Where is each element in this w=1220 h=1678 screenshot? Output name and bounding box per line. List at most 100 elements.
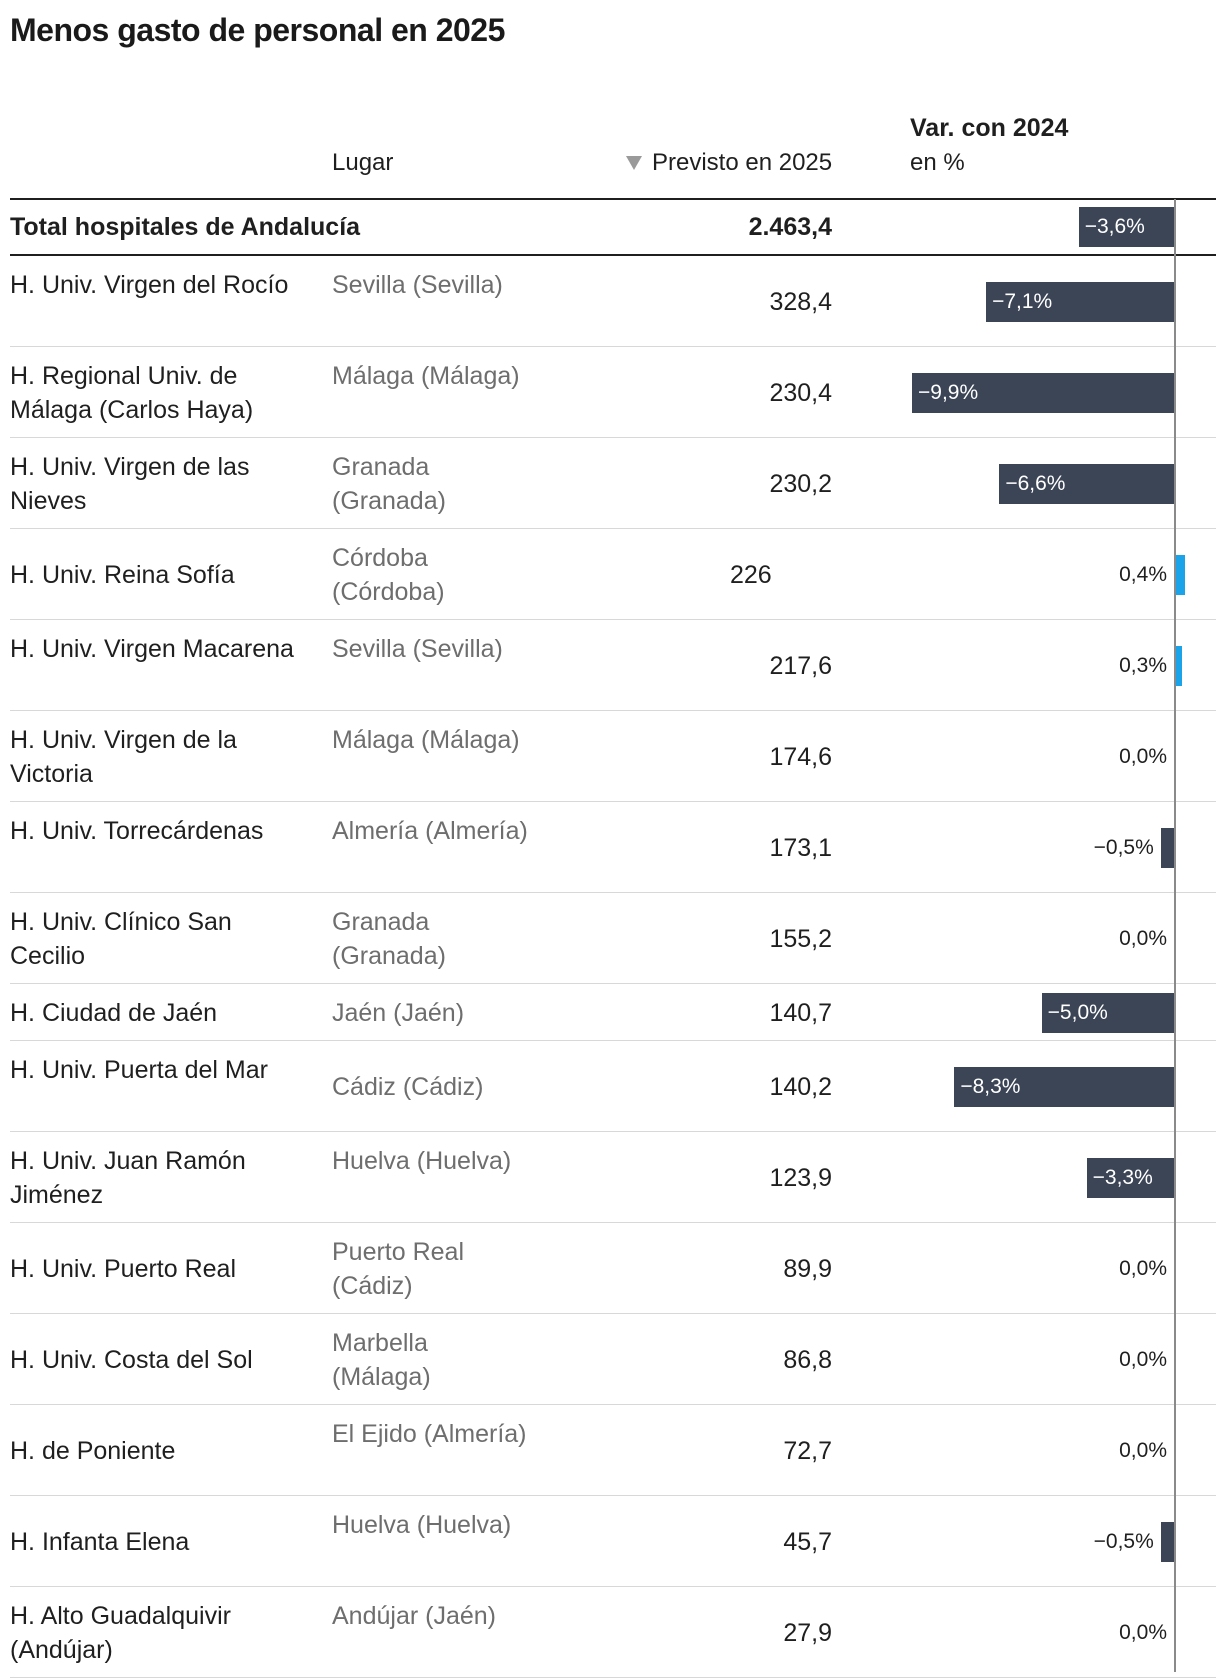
hospital-name: H. Ciudad de Jaén: [10, 998, 218, 1027]
sort-descending-icon[interactable]: [626, 156, 642, 170]
planned-value: 45,7: [783, 1527, 832, 1556]
planned-value: 328,4: [769, 287, 832, 316]
header-value[interactable]: Previsto en 2025: [652, 149, 833, 176]
hospital-name: H. Univ. Torrecárdenas: [10, 816, 264, 845]
hospital-name: H. Infanta Elena: [10, 1527, 190, 1556]
table-row: H. Univ. Reina Sofía Córdoba (Córdoba) 226: [10, 529, 1216, 620]
change-label: −8,3%: [960, 1074, 1021, 1098]
change-bar-negative: [1160, 1521, 1174, 1562]
table-row: H. Univ. Puerto Real Puerto Real (Cádiz) 8…: [10, 1223, 1216, 1314]
row-separator: [10, 801, 1216, 802]
hospital-place: Almería (Almería): [332, 816, 528, 845]
hospital-name: H. de Poniente: [10, 1436, 176, 1465]
planned-value: 230,4: [769, 378, 832, 407]
planned-value: 217,6: [769, 651, 832, 680]
hospital-name: H. Univ. Virgen del Rocío: [10, 270, 289, 299]
planned-value: 27,9: [783, 1618, 832, 1647]
change-label: 0,0%: [1119, 1620, 1167, 1644]
hospital-place: Huelva (Huelva): [332, 1146, 512, 1175]
planned-value: 226: [730, 560, 772, 589]
table-row: H. de Poniente El Ejido (Almería) 72,7: [10, 1405, 1216, 1496]
planned-value: 140,2: [769, 1072, 832, 1101]
hospital-place: Huelva (Huelva): [332, 1510, 512, 1539]
hospital-name: H. Regional Univ. de Málaga (Carlos Haya…: [10, 361, 254, 424]
hospital-name: H. Univ. Reina Sofía: [10, 560, 235, 589]
zero-axis: [1174, 199, 1176, 1672]
row-separator: [10, 437, 1216, 438]
row-separator: [10, 1313, 1216, 1314]
table-row: H. Regional Univ. de Málaga (Carlos Haya…: [10, 347, 1216, 438]
change-bar-negative: [912, 372, 1174, 413]
change-bar-negative: [1078, 207, 1174, 247]
row-separator: [10, 1495, 1216, 1496]
planned-value: 155,2: [769, 924, 832, 953]
change-label: −0,5%: [1093, 1529, 1154, 1553]
hospital-name: H. Univ. Virgen de la Victoria: [10, 725, 237, 788]
hospital-place: Cádiz (Cádiz): [332, 1072, 484, 1101]
hospital-place: Sevilla (Sevilla): [332, 270, 503, 299]
hospital-place: El Ejido (Almería): [332, 1419, 527, 1448]
change-label: −5,0%: [1047, 1000, 1108, 1024]
hospital-place: Jaén (Jaén): [332, 998, 465, 1027]
change-label: −3,6%: [1084, 215, 1145, 238]
hospital-name: H. Univ. Virgen de las Nieves: [10, 452, 250, 515]
row-separator: [10, 892, 1216, 893]
hospital-name: H. Univ. Virgen Macarena: [10, 634, 294, 663]
row-separator: [10, 1586, 1216, 1587]
planned-value: 72,7: [783, 1436, 832, 1465]
change-bar-positive: [1174, 645, 1182, 686]
hospital-place: Marbella (Málaga): [332, 1328, 431, 1391]
table-row: H. Alto Guadalquivir (Andújar) Andújar (J…: [10, 1587, 1216, 1678]
hospital-place: Málaga (Málaga): [332, 361, 520, 390]
total-name: Total hospitales de Andalucía: [10, 213, 361, 241]
hospital-name: H. Univ. Puerto Real: [10, 1254, 237, 1283]
hospital-name: H. Univ. Clínico San Cecilio: [10, 907, 232, 970]
table-row: H. Univ. Juan Ramón Jiménez Huelva (Huelv…: [10, 1132, 1216, 1223]
change-label: −6,6%: [1005, 471, 1066, 495]
hospital-name: H. Univ. Puerta del Mar: [10, 1055, 268, 1084]
change-bar-negative: [1160, 827, 1174, 868]
planned-value: 86,8: [783, 1345, 832, 1374]
planned-value: 140,7: [769, 998, 832, 1027]
planned-value: 173,1: [769, 833, 832, 862]
row-separator: [10, 1404, 1216, 1405]
table-row: H. Univ. Clínico San Cecilio Granada (Gra…: [10, 893, 1216, 984]
hospital-name: H. Univ. Costa del Sol: [10, 1345, 253, 1374]
change-label: 0,4%: [1119, 562, 1167, 586]
change-bar-negative: [986, 281, 1174, 322]
header-change-title: Var. con 2024: [910, 114, 1069, 142]
hospital-place: Sevilla (Sevilla): [332, 634, 503, 663]
change-label: 0,0%: [1119, 1256, 1167, 1280]
total-rule: [10, 254, 1216, 256]
row-separator: [10, 1131, 1216, 1132]
change-label: −3,3%: [1092, 1165, 1153, 1189]
table-row: H. Univ. Virgen de las Nieves Granada (Gr…: [10, 438, 1216, 529]
change-bar-negative: [999, 463, 1174, 504]
table-row: H. Univ. Virgen Macarena Sevilla (Sevilla…: [10, 620, 1216, 711]
change-label: 0,0%: [1119, 926, 1167, 950]
row-separator: [10, 710, 1216, 711]
planned-value: 174,6: [769, 742, 832, 771]
chart-title: Menos gasto de personal en 2025: [10, 12, 505, 48]
change-bar-negative: [1086, 1157, 1174, 1198]
header-place: Lugar: [332, 149, 394, 176]
planned-value: 89,9: [783, 1254, 832, 1283]
hospital-place: Málaga (Málaga): [332, 725, 520, 754]
planned-value: 123,9: [769, 1163, 832, 1192]
change-label: 0,0%: [1119, 744, 1167, 768]
hospital-name: H. Alto Guadalquivir (Andújar): [10, 1601, 231, 1664]
planned-value: 230,2: [769, 469, 832, 498]
table-row: H. Univ. Virgen del Rocío Sevilla (Sevill…: [10, 256, 1216, 347]
change-label: −7,1%: [992, 289, 1053, 313]
row-separator: [10, 983, 1216, 984]
hospital-place: Córdoba (Córdoba): [332, 543, 445, 606]
row-separator: [10, 346, 1216, 347]
change-label: 0,0%: [1119, 1438, 1167, 1462]
table-row: H. Univ. Costa del Sol Marbella (Málaga) 8…: [10, 1314, 1216, 1405]
row-separator: [10, 1222, 1216, 1223]
hospital-name: H. Univ. Juan Ramón Jiménez: [10, 1146, 246, 1209]
table-row: H. Univ. Virgen de la Victoria Málaga (Má…: [10, 711, 1216, 802]
row-separator: [10, 528, 1216, 529]
change-bar-positive: [1174, 554, 1185, 595]
hospital-place: Granada (Granada): [332, 907, 446, 970]
